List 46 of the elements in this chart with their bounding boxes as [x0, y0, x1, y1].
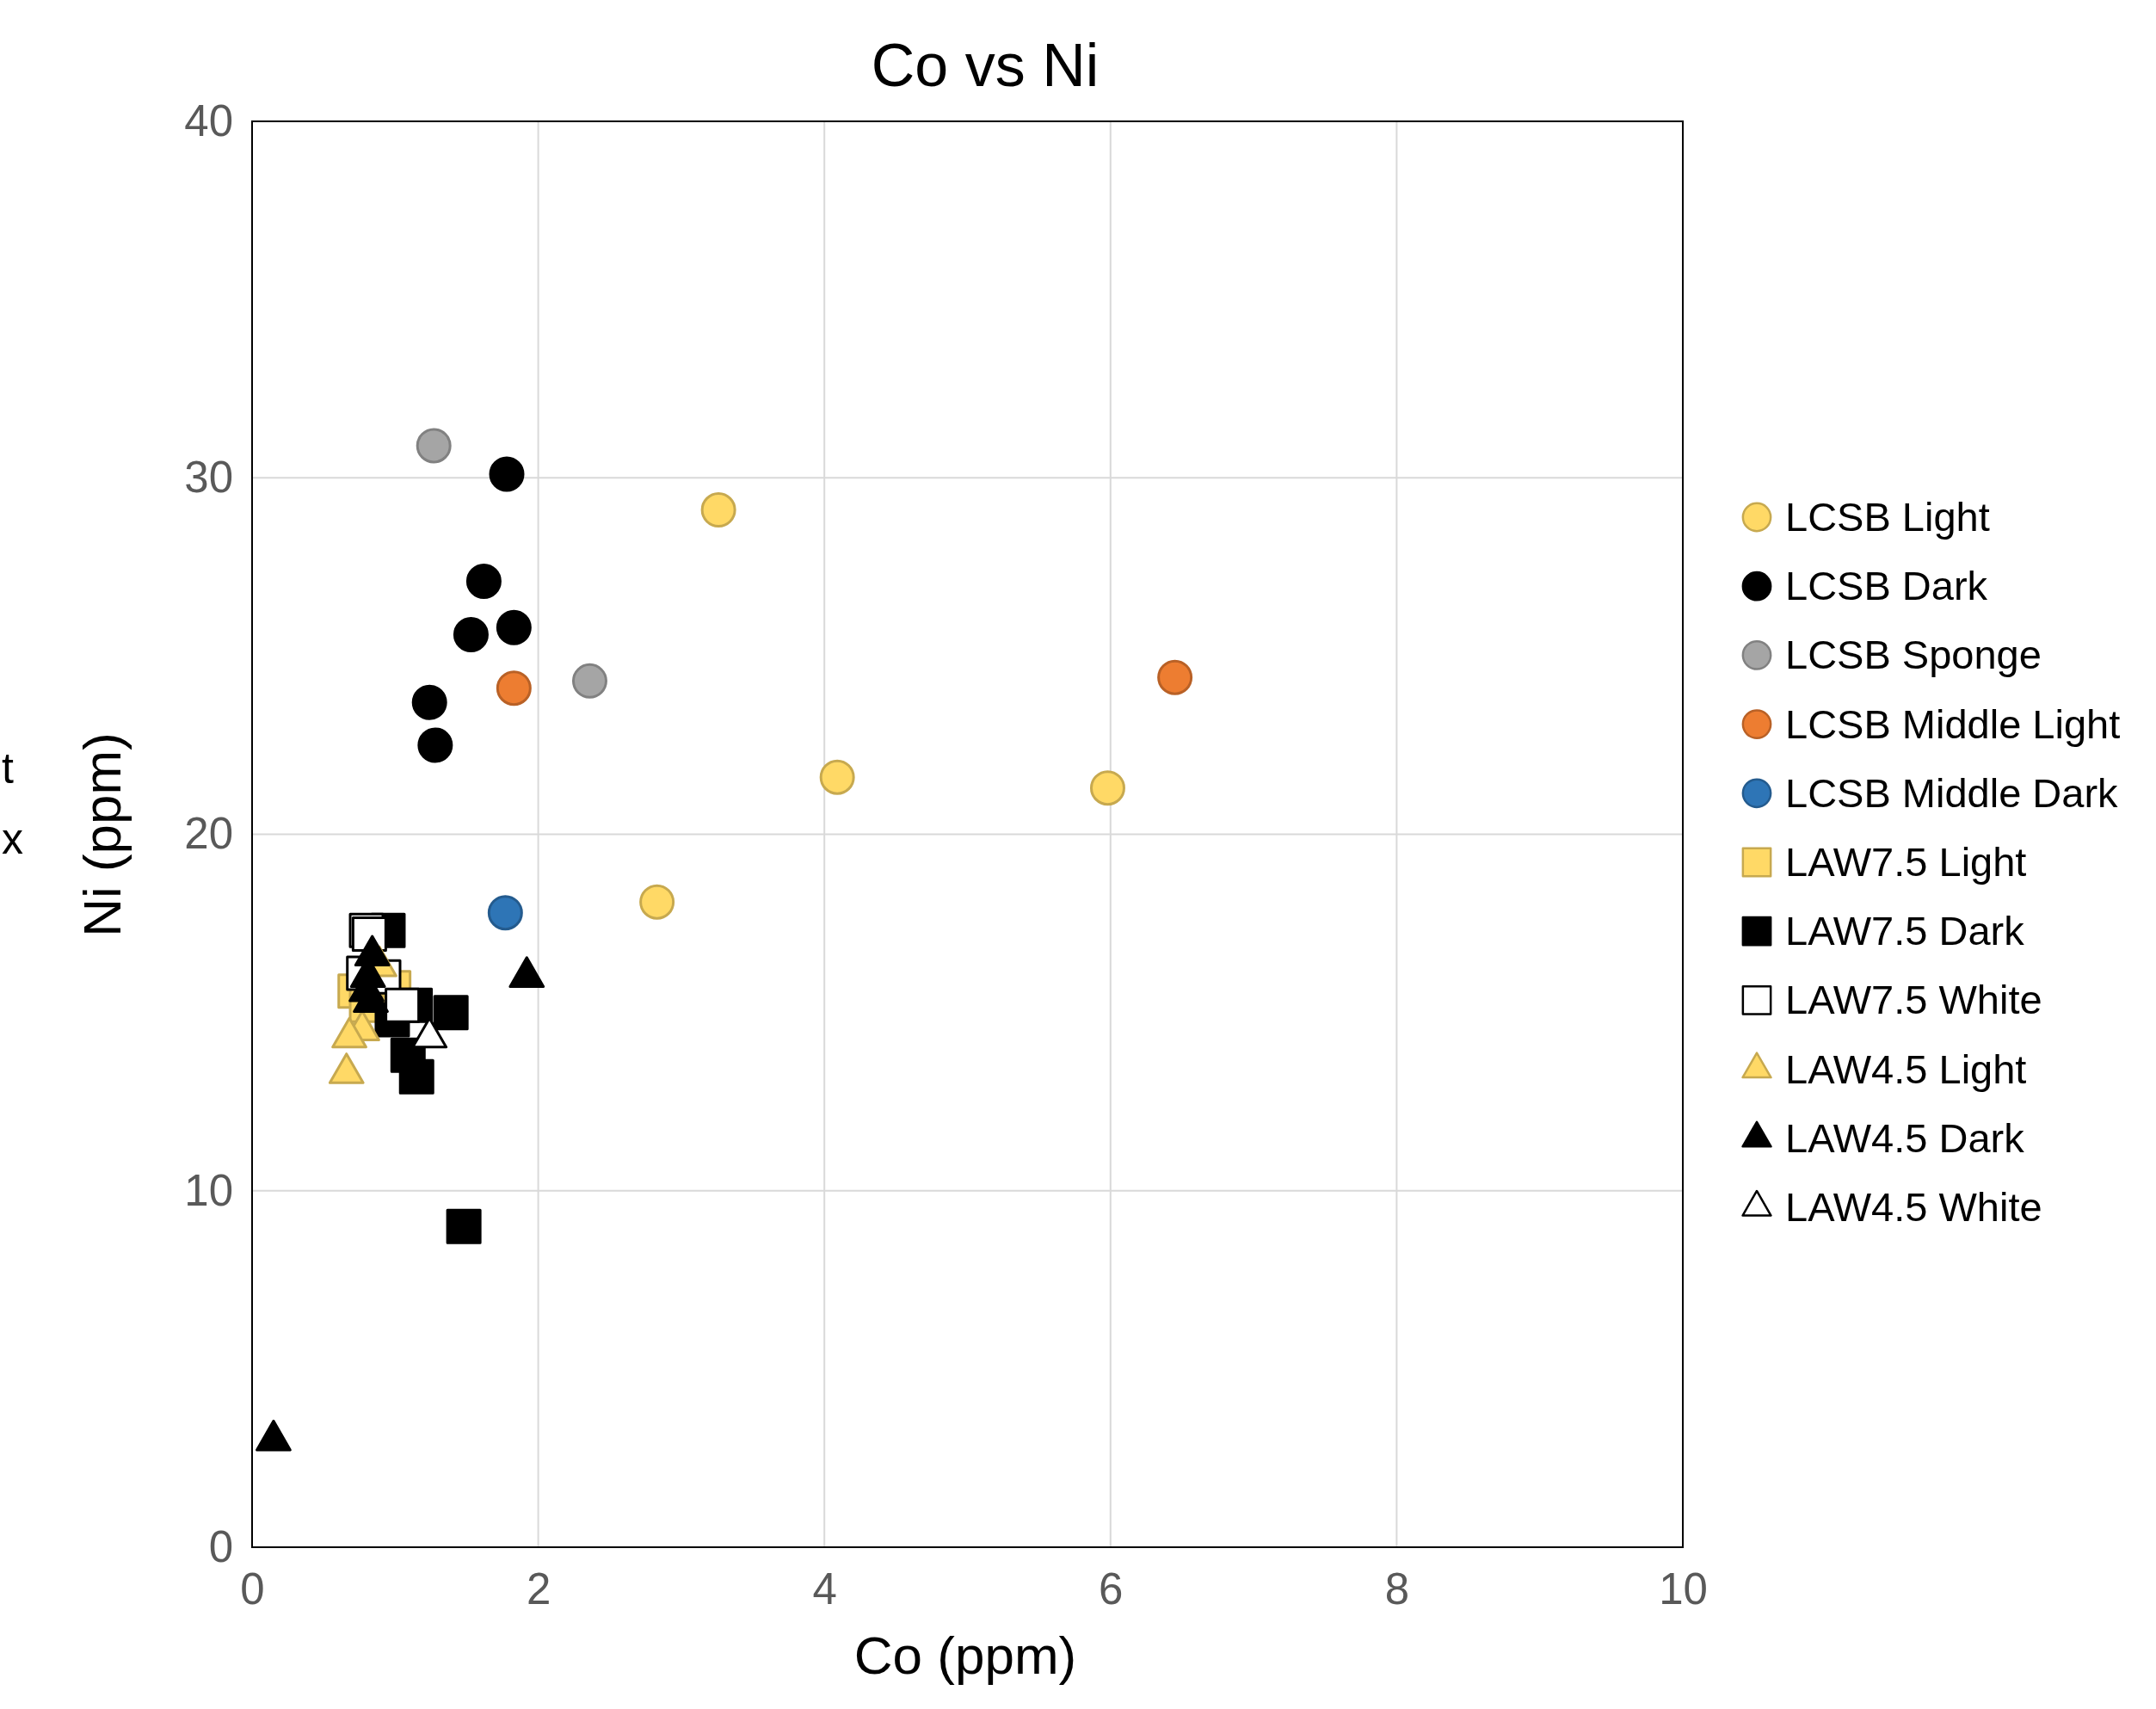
point: [496, 609, 532, 645]
point: [433, 995, 469, 1031]
y-axis-title: Ni (ppm): [72, 732, 132, 937]
point: [1157, 659, 1193, 695]
point: [487, 895, 523, 931]
legend-label: LAW7.5 Dark: [1785, 908, 2025, 954]
point: [465, 563, 502, 599]
point: [700, 492, 736, 528]
y-tick-label: 10: [184, 1165, 233, 1215]
point: [453, 617, 489, 653]
legend-label: LCSB Dark: [1785, 563, 1988, 609]
text: x: [2, 815, 23, 863]
y-tick-label: 0: [208, 1521, 233, 1571]
x-axis-title: Co (ppm): [853, 1626, 1077, 1685]
point: [417, 727, 453, 763]
text: t: [2, 744, 14, 793]
y-tick-label: 20: [184, 809, 233, 859]
x-tick-label: 6: [1099, 1564, 1124, 1614]
legend-label: LCSB Middle Dark: [1785, 769, 2119, 816]
point: [496, 670, 532, 706]
point: [416, 428, 452, 464]
chart-title: Co vs Ni: [871, 32, 1100, 99]
x-tick-label: 8: [1384, 1564, 1410, 1614]
legend-label: LAW4.5 Light: [1785, 1046, 2027, 1092]
x-tick-label: 4: [812, 1564, 837, 1614]
point: [819, 759, 855, 795]
point: [489, 456, 525, 492]
point: [411, 684, 447, 720]
point: [1089, 770, 1125, 806]
point: [385, 987, 421, 1023]
legend-label: LCSB Light: [1785, 494, 1990, 540]
point: [639, 884, 675, 920]
point: [446, 1208, 482, 1244]
x-tick-label: 2: [526, 1564, 551, 1614]
legend-label: LAW7.5 White: [1785, 977, 2042, 1023]
x-tick-label: 0: [240, 1564, 265, 1614]
y-tick-label: 30: [184, 453, 233, 503]
point: [398, 1058, 434, 1095]
legend-label: LCSB Middle Light: [1785, 700, 2121, 747]
x-tick-label: 10: [1659, 1564, 1708, 1614]
legend-label: LAW4.5 White: [1785, 1184, 2042, 1230]
legend-label: LAW4.5 Dark: [1785, 1114, 2025, 1161]
legend-label: LCSB Sponge: [1785, 632, 2042, 678]
point: [571, 663, 607, 699]
legend-label: LAW7.5 Light: [1785, 839, 2027, 885]
y-tick-label: 40: [184, 96, 233, 145]
